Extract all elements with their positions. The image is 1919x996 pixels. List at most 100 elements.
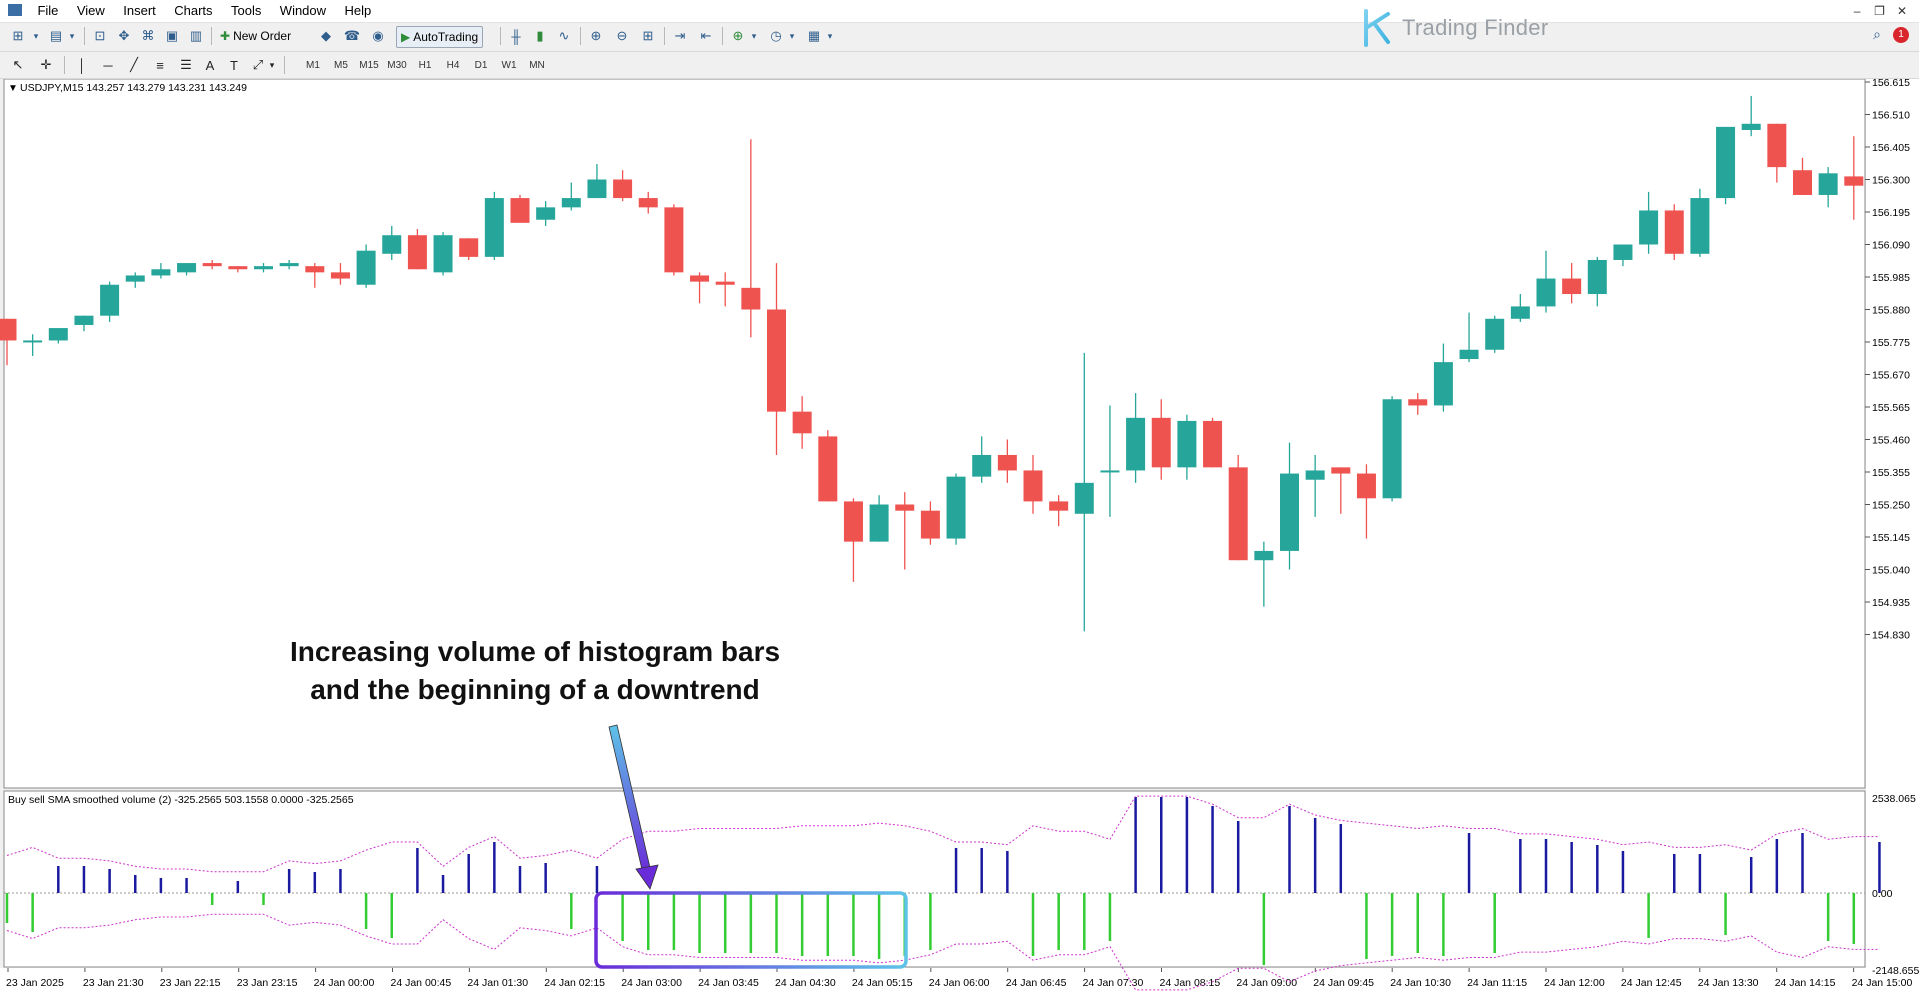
chevron-down-icon[interactable]: ▾ <box>789 30 795 41</box>
tile-windows-icon[interactable]: ⊞ <box>642 28 654 43</box>
time-tick-label: 24 Jan 03:45 <box>698 977 759 989</box>
bull-candle <box>1280 473 1299 551</box>
price-tick-label: 155.355 <box>1872 467 1910 479</box>
navigator-icon[interactable]: ✥ <box>118 28 130 43</box>
menu-help[interactable]: Help <box>344 3 372 18</box>
time-tick-label: 24 Jan 07:30 <box>1083 977 1144 989</box>
menu-file[interactable]: File <box>37 3 59 18</box>
auto-scroll-icon[interactable]: ⇥ <box>674 28 686 43</box>
periods-icon[interactable]: ◷ <box>770 28 782 43</box>
time-tick-label: 24 Jan 15:00 <box>1852 977 1913 989</box>
bull-candle <box>1254 550 1274 561</box>
bull-candle <box>587 179 607 199</box>
indicators-icon[interactable]: ⊕ <box>732 28 744 43</box>
bull-candle <box>1510 306 1530 319</box>
bull-candle <box>433 235 453 273</box>
cursor-icon[interactable]: ↖ <box>12 57 24 72</box>
timeframe-h4[interactable]: H4 <box>446 59 460 71</box>
market-watch-icon[interactable]: ⊡ <box>94 28 106 43</box>
chevron-down-icon[interactable]: ▾ <box>751 30 757 41</box>
price-tick-label: 156.615 <box>1872 79 1910 89</box>
price-tick-label: 155.775 <box>1872 337 1910 349</box>
timeframe-h1[interactable]: H1 <box>418 59 432 71</box>
new-order-button[interactable]: ✚ New Order <box>220 29 292 43</box>
bull-candle <box>536 207 556 220</box>
app-icon <box>8 4 22 16</box>
menu-charts[interactable]: Charts <box>174 3 213 18</box>
indicator-tick-label: -2148.6558 <box>1872 965 1919 977</box>
price-ticks: 156.615 156.510 156.405 156.300 156.195 156.0… <box>1865 79 1910 642</box>
bear-candle <box>1408 399 1428 406</box>
timeframe-m1[interactable]: M1 <box>306 59 320 71</box>
vertical-line-icon[interactable]: │ <box>77 57 87 73</box>
bull-candle <box>100 284 120 316</box>
bull-candle <box>1074 482 1094 514</box>
text-icon[interactable]: A <box>205 57 215 73</box>
timeframe-m30[interactable]: M30 <box>387 59 407 71</box>
profiles-icon[interactable]: ▤ <box>49 28 63 43</box>
bull-candle <box>1459 349 1479 360</box>
bull-candle <box>484 198 504 257</box>
templates-icon[interactable]: ▦ <box>807 28 821 43</box>
bear-candle <box>664 207 684 273</box>
price-scale <box>1866 79 1919 968</box>
timeframe-m15[interactable]: M15 <box>359 59 379 71</box>
lower-band <box>6 913 1880 991</box>
restore-icon[interactable]: ❐ <box>1874 4 1885 18</box>
chevron-down-icon[interactable]: ▾ <box>269 59 275 70</box>
bull-candle <box>177 263 197 273</box>
channel-icon[interactable]: ≡ <box>156 57 164 73</box>
chart-window[interactable]: ▼ USDJPY,M15 143.257 143.279 143.231 143… <box>0 79 1919 996</box>
timeframe-m5[interactable]: M5 <box>334 59 348 71</box>
main-chart-area[interactable] <box>3 79 1866 789</box>
bear-candle <box>1664 210 1684 254</box>
trendline-icon[interactable]: ╱ <box>130 57 138 72</box>
indicator-subwindow[interactable] <box>3 790 1866 968</box>
candlestick-icon[interactable]: ▮ <box>536 28 544 43</box>
auto-trading-button[interactable]: ▶ AutoTrading <box>396 26 484 48</box>
bull-candle <box>1485 318 1505 350</box>
chevron-down-icon[interactable]: ▾ <box>33 30 39 41</box>
new-chart-icon[interactable]: ⊞ <box>12 28 24 43</box>
chevron-down-icon[interactable]: ▾ <box>827 30 833 41</box>
price-tick-label: 155.985 <box>1872 272 1910 284</box>
bar-chart-icon[interactable]: ╫ <box>511 28 521 44</box>
crosshair-icon[interactable]: ✛ <box>40 57 52 72</box>
bull-candle <box>561 198 581 208</box>
notification-badge[interactable]: 1 <box>1893 26 1909 43</box>
timeframe-mn[interactable]: MN <box>529 59 545 71</box>
trading-finder-logo-icon <box>1364 9 1390 47</box>
zoom-out-icon[interactable]: ⊖ <box>616 28 628 43</box>
price-tick-label: 155.670 <box>1872 370 1910 382</box>
minimize-icon[interactable]: – <box>1853 4 1861 18</box>
zoom-in-icon[interactable]: ⊕ <box>590 28 602 43</box>
candlesticks <box>0 95 1864 632</box>
text-label-icon[interactable]: T <box>230 57 238 73</box>
terminal-icon[interactable]: ▣ <box>165 28 179 43</box>
signals-icon[interactable]: ☎ <box>343 28 361 43</box>
time-tick-label: 24 Jan 14:15 <box>1775 977 1836 989</box>
menu-view[interactable]: View <box>76 3 105 18</box>
chevron-down-icon[interactable]: ▾ <box>69 30 75 41</box>
arrows-icon[interactable]: ⤢ <box>252 57 264 72</box>
price-tick-label: 155.880 <box>1872 305 1910 317</box>
timeframe-w1[interactable]: W1 <box>501 59 517 71</box>
indicator-tick-label: 0.00 <box>1872 888 1893 900</box>
data-window-icon[interactable]: ⌘ <box>141 28 155 43</box>
bull-candle <box>972 454 992 477</box>
bull-candle <box>382 235 402 254</box>
tester-icon[interactable]: ▥ <box>189 28 203 43</box>
close-icon[interactable]: ✕ <box>1896 4 1908 18</box>
fibonacci-icon[interactable]: ☰ <box>180 57 192 72</box>
menu-insert[interactable]: Insert <box>123 3 156 18</box>
chart-shift-icon[interactable]: ⇤ <box>700 28 712 43</box>
menu-window[interactable]: Window <box>279 3 327 18</box>
market-icon[interactable]: ◉ <box>372 28 384 43</box>
metaeditor-icon[interactable]: ◆ <box>321 28 331 43</box>
line-chart-icon[interactable]: ∿ <box>558 28 570 43</box>
menu-tools[interactable]: Tools <box>230 3 262 18</box>
search-icon[interactable]: ⌕ <box>1873 26 1881 42</box>
horizontal-line-icon[interactable]: ─ <box>103 57 113 73</box>
timeframe-d1[interactable]: D1 <box>474 59 488 71</box>
bear-candle <box>1562 278 1582 295</box>
